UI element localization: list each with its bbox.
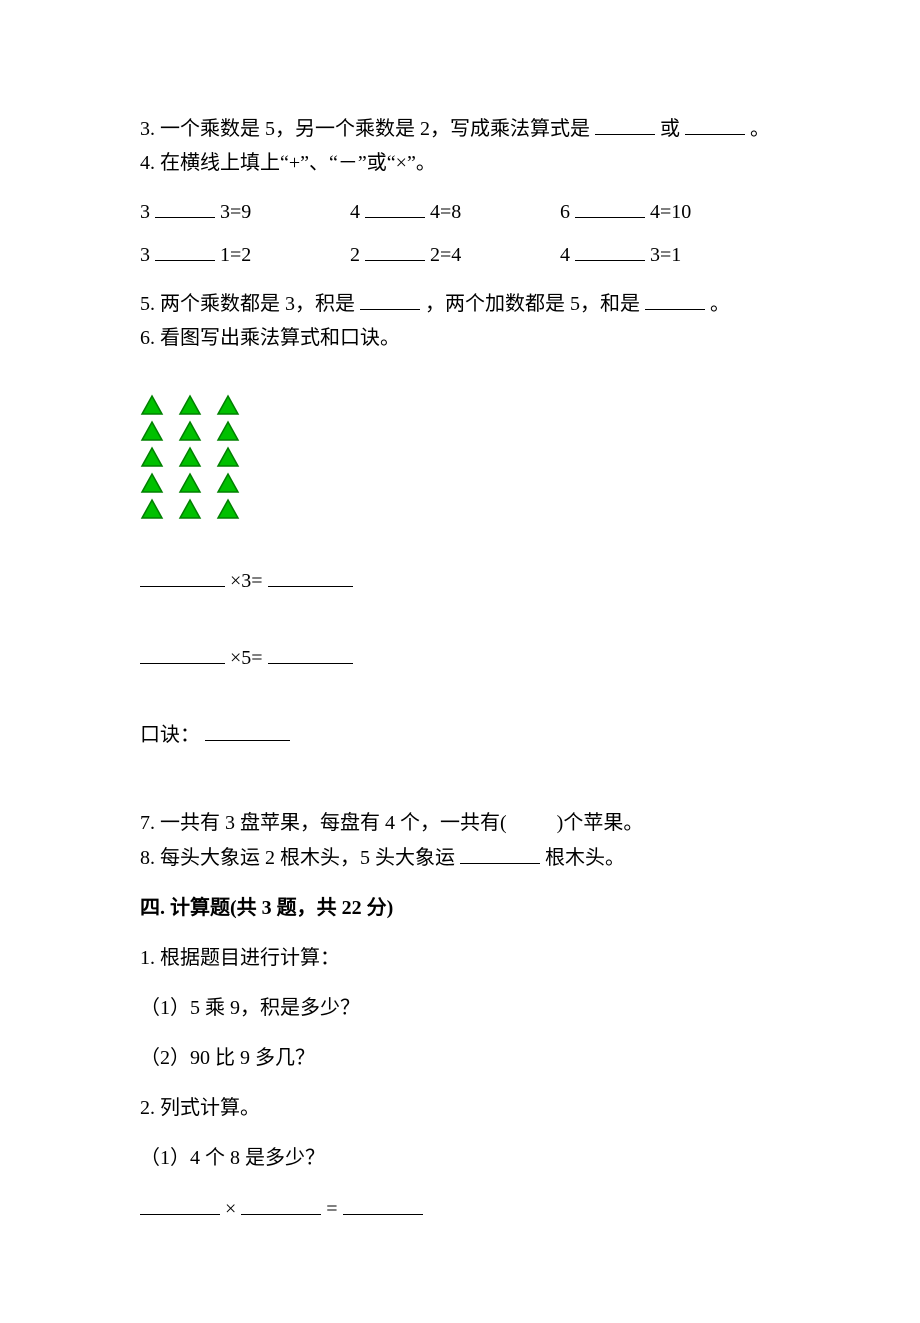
s4-q2-blank-b[interactable] bbox=[241, 1192, 321, 1215]
s4-q2-blank-c[interactable] bbox=[343, 1192, 423, 1215]
q4-r2c3-b: 3=1 bbox=[650, 244, 681, 266]
q4-r1c1-blank[interactable] bbox=[155, 195, 215, 218]
q4-row-2: 3 1=2 2 2=4 4 3=1 bbox=[140, 238, 780, 271]
s4-q1-sub1: （1）5 乘 9，积是多少？ bbox=[140, 992, 780, 1024]
triangle-row bbox=[140, 472, 780, 494]
q8-a: 8. 每头大象运 2 根木头，5 头大象运 bbox=[140, 847, 455, 869]
q5-a: 5. 两个乘数都是 3，积是 bbox=[140, 293, 355, 315]
q8-b: 根木头。 bbox=[545, 847, 625, 869]
q7-a: 7. 一共有 3 盘苹果，每盘有 4 个，一共有( bbox=[140, 812, 507, 834]
q4-r1c3-b: 4=10 bbox=[650, 201, 691, 223]
q4-r1c3: 6 4=10 bbox=[560, 195, 770, 228]
question-8: 8. 每头大象运 2 根木头，5 头大象运 根木头。 bbox=[140, 841, 780, 874]
q6-eq3-blank-a[interactable] bbox=[140, 564, 225, 587]
q4-r2c2: 2 2=4 bbox=[350, 238, 560, 271]
triangle-icon bbox=[140, 420, 164, 442]
q4-r1c1: 3 3=9 bbox=[140, 195, 350, 228]
triangle-icon bbox=[178, 394, 202, 416]
q6-eq3-blank-b[interactable] bbox=[268, 564, 353, 587]
q4-r2c2-b: 2=4 bbox=[430, 244, 461, 266]
q4-r1c3-blank[interactable] bbox=[575, 195, 645, 218]
s4-q2-eq: × = bbox=[140, 1192, 780, 1225]
triangle-icon bbox=[216, 394, 240, 416]
triangle-row bbox=[140, 498, 780, 520]
triangle-row bbox=[140, 446, 780, 468]
triangle-icon bbox=[140, 394, 164, 416]
s4-q1-intro: 1. 根据题目进行计算： bbox=[140, 942, 780, 974]
q4-r2c2-blank[interactable] bbox=[365, 238, 425, 261]
q3-text-c: 。 bbox=[750, 118, 770, 140]
q5-blank-1[interactable] bbox=[360, 287, 420, 310]
q4-r1c2: 4 4=8 bbox=[350, 195, 560, 228]
q6-kou-blank[interactable] bbox=[205, 718, 290, 741]
s4-q2-blank-a[interactable] bbox=[140, 1192, 220, 1215]
section-4-title: 四. 计算题(共 3 题，共 22 分) bbox=[140, 892, 780, 924]
triangle-icon bbox=[140, 446, 164, 468]
q6-eq3-mid: ×3= bbox=[230, 570, 263, 592]
q6-eq5-blank-a[interactable] bbox=[140, 641, 225, 664]
s4-q2-times: × bbox=[225, 1198, 236, 1220]
triangle-icon bbox=[140, 498, 164, 520]
q4-r1c1-a: 3 bbox=[140, 201, 150, 223]
q4-r1c2-blank[interactable] bbox=[365, 195, 425, 218]
triangle-icon bbox=[216, 446, 240, 468]
q7-gap[interactable] bbox=[512, 812, 552, 834]
q6-eq5-mid: ×5= bbox=[230, 647, 263, 669]
q4-r1c3-a: 6 bbox=[560, 201, 570, 223]
q6-eq-times3: ×3= bbox=[140, 564, 780, 597]
triangle-row bbox=[140, 420, 780, 442]
s4-q2-sub1: （1）4 个 8 是多少？ bbox=[140, 1142, 780, 1174]
q4-r1c1-b: 3=9 bbox=[220, 201, 251, 223]
triangle-row bbox=[140, 394, 780, 416]
question-6-intro: 6. 看图写出乘法算式和口诀。 bbox=[140, 322, 780, 354]
triangle-icon bbox=[216, 498, 240, 520]
triangle-grid bbox=[140, 394, 780, 520]
q4-r2c1-blank[interactable] bbox=[155, 238, 215, 261]
q4-r2c2-a: 2 bbox=[350, 244, 360, 266]
q4-r2c1-a: 3 bbox=[140, 244, 150, 266]
q5-c: 。 bbox=[710, 293, 730, 315]
q3-text-b: 或 bbox=[660, 118, 680, 140]
q4-r2c3-a: 4 bbox=[560, 244, 570, 266]
triangle-icon bbox=[178, 420, 202, 442]
question-5: 5. 两个乘数都是 3，积是 ，两个加数都是 5，和是 。 bbox=[140, 287, 780, 320]
q3-blank-2[interactable] bbox=[685, 112, 745, 135]
triangle-icon bbox=[178, 498, 202, 520]
s4-q1-sub2: （2）90 比 9 多几？ bbox=[140, 1042, 780, 1074]
q7-b: )个苹果。 bbox=[557, 812, 644, 834]
q4-r2c1: 3 1=2 bbox=[140, 238, 350, 271]
q4-row-1: 3 3=9 4 4=8 6 4=10 bbox=[140, 195, 780, 228]
q4-r1c2-b: 4=8 bbox=[430, 201, 461, 223]
q4-r2c1-b: 1=2 bbox=[220, 244, 251, 266]
q6-kou-label: 口诀： bbox=[140, 724, 200, 746]
triangle-icon bbox=[178, 446, 202, 468]
triangle-icon bbox=[178, 472, 202, 494]
worksheet-page: 3. 一个乘数是 5，另一个乘数是 2，写成乘法算式是 或 。 4. 在横线上填… bbox=[0, 0, 920, 1323]
triangle-icon bbox=[140, 472, 164, 494]
triangle-icon bbox=[216, 472, 240, 494]
q3-text-a: 3. 一个乘数是 5，另一个乘数是 2，写成乘法算式是 bbox=[140, 118, 590, 140]
q4-r2c3-blank[interactable] bbox=[575, 238, 645, 261]
q8-blank[interactable] bbox=[460, 841, 540, 864]
q4-r1c2-a: 4 bbox=[350, 201, 360, 223]
q4-r2c3: 4 3=1 bbox=[560, 238, 770, 271]
triangle-icon bbox=[216, 420, 240, 442]
q5-blank-2[interactable] bbox=[645, 287, 705, 310]
q5-b: ，两个加数都是 5，和是 bbox=[425, 293, 640, 315]
q6-eq-times5: ×5= bbox=[140, 641, 780, 674]
q6-koujue: 口诀： bbox=[140, 718, 780, 751]
s4-q2-intro: 2. 列式计算。 bbox=[140, 1092, 780, 1124]
question-4-intro: 4. 在横线上填上“+”、“－”或“×”。 bbox=[140, 147, 780, 179]
question-3: 3. 一个乘数是 5，另一个乘数是 2，写成乘法算式是 或 。 bbox=[140, 112, 780, 145]
q3-blank-1[interactable] bbox=[595, 112, 655, 135]
q6-eq5-blank-b[interactable] bbox=[268, 641, 353, 664]
s4-q2-equals: = bbox=[326, 1198, 337, 1220]
question-7: 7. 一共有 3 盘苹果，每盘有 4 个，一共有( )个苹果。 bbox=[140, 807, 780, 839]
